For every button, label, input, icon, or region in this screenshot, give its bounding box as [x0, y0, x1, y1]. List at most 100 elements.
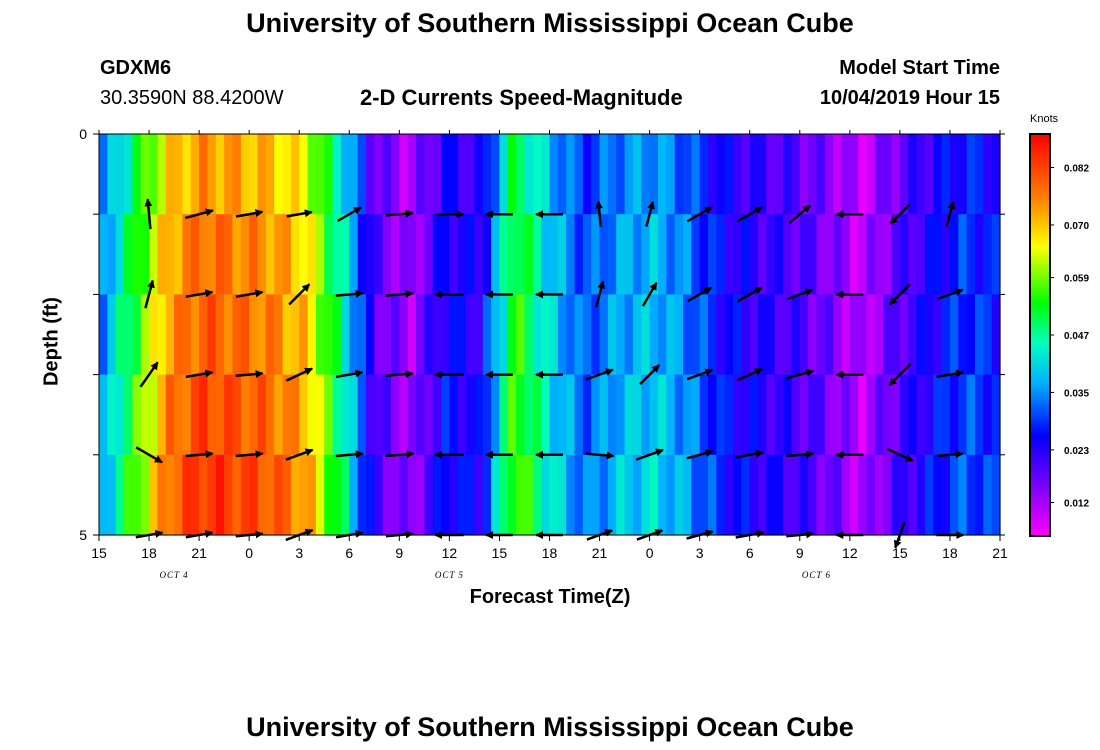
heatmap-cell	[891, 454, 901, 536]
heatmap-cell	[324, 214, 334, 295]
heatmap-cell	[466, 374, 476, 456]
heatmap-cell	[257, 454, 267, 536]
heatmap-cell	[232, 294, 242, 376]
heatmap-cell	[791, 134, 801, 215]
heatmap-cell	[966, 214, 976, 295]
heatmap-cell	[491, 374, 501, 456]
heatmap-cell	[416, 454, 425, 536]
heatmap-cell	[257, 214, 267, 295]
heatmap-cell	[916, 294, 926, 376]
heatmap-cell	[983, 374, 993, 456]
heatmap-cell	[657, 294, 667, 376]
heatmap-cell	[424, 214, 434, 295]
heatmap-cell	[899, 294, 909, 376]
heatmap-cell	[566, 214, 576, 295]
heatmap-cell	[466, 214, 476, 295]
x-tick-label: 12	[442, 545, 458, 561]
heatmap-cell	[749, 454, 759, 536]
heatmap-cell	[799, 134, 809, 215]
heatmap-cell	[224, 134, 234, 215]
heatmap-cell	[457, 374, 467, 456]
heatmap-cell	[416, 134, 425, 215]
heatmap-cell	[357, 454, 367, 536]
heatmap-cell	[641, 454, 651, 536]
heatmap-cell	[299, 214, 309, 295]
heatmap-cell	[157, 374, 167, 456]
heatmap-cell	[399, 374, 409, 456]
current-vector-arrow	[585, 451, 615, 460]
heatmap-cell	[441, 294, 450, 376]
heatmap-cell	[541, 374, 551, 456]
heatmap-cell	[599, 214, 609, 295]
heatmap-cell	[674, 134, 684, 215]
heatmap-cell	[607, 294, 617, 376]
heatmap-cell	[733, 214, 742, 295]
heatmap-cell	[441, 454, 450, 536]
heatmap-cell	[849, 134, 859, 215]
heatmap-cell	[799, 294, 809, 376]
heatmap-cell	[107, 214, 117, 295]
heatmap-cell	[549, 294, 559, 376]
heatmap-cell	[607, 214, 617, 295]
x-tick-label: 9	[796, 545, 804, 561]
heatmap-cell	[207, 374, 217, 456]
colorbar-tick-label: 0.035	[1064, 388, 1089, 399]
heatmap-cell	[257, 374, 267, 456]
heatmap-cell	[874, 134, 884, 215]
heatmap-cell	[841, 374, 851, 456]
heatmap-cell	[682, 214, 692, 295]
heatmap-cell	[457, 294, 467, 376]
heatmap-cell	[157, 134, 167, 215]
heatmap-cell	[958, 374, 968, 456]
heatmap-cell	[616, 374, 626, 456]
heatmap-cell	[174, 294, 184, 376]
heatmap-cell	[958, 134, 968, 215]
heatmap-cell	[632, 134, 642, 215]
heatmap-cell	[399, 214, 409, 295]
heatmap-cell	[257, 294, 267, 376]
heatmap-cell	[983, 454, 993, 536]
heatmap-cell	[808, 134, 818, 215]
heatmap-cell	[816, 214, 826, 295]
heatmap-cell	[916, 454, 926, 536]
heatmap-cell	[983, 214, 993, 295]
current-vector-arrow	[594, 280, 606, 308]
colorbar-tick-label: 0.047	[1064, 331, 1089, 342]
heatmap-cell	[299, 134, 309, 215]
heatmap-cell	[466, 134, 476, 215]
heatmap-cell	[149, 374, 158, 456]
heatmap-cell	[641, 134, 651, 215]
heatmap-cell	[966, 134, 976, 215]
heatmap-cell	[849, 454, 859, 536]
heatmap-cell	[140, 294, 150, 376]
heatmap-cell	[641, 214, 651, 295]
heatmap-cell	[591, 374, 601, 456]
heatmap-cell	[215, 374, 225, 456]
heatmap-cell	[557, 374, 567, 456]
heatmap-cell	[908, 374, 918, 456]
heatmap-cell	[340, 454, 350, 536]
heatmap-cell	[182, 454, 192, 536]
heatmap-cell	[357, 214, 367, 295]
heatmap-cell	[357, 374, 367, 456]
current-vector-arrow	[788, 204, 811, 224]
heatmap-cell	[99, 214, 108, 295]
heatmap-cell	[941, 294, 951, 376]
heatmap-cell	[599, 454, 609, 536]
heatmap-cell	[424, 374, 434, 456]
heatmap-cell	[557, 134, 567, 215]
heatmap-cell	[749, 214, 759, 295]
heatmap-cell	[324, 294, 334, 376]
heatmap-cell	[941, 374, 951, 456]
heatmap-cell	[699, 454, 709, 536]
heatmap-cell	[365, 454, 375, 536]
x-tick-label: 3	[696, 545, 704, 561]
heatmap-cell	[190, 294, 200, 376]
heatmap-cell	[933, 294, 943, 376]
page-title-bottom: University of Southern Mississippi Ocean…	[246, 712, 854, 742]
heatmap-cell	[774, 374, 784, 456]
current-vector-arrow	[185, 450, 214, 459]
heatmap-cell	[132, 134, 142, 215]
heatmap-cell	[482, 214, 492, 295]
heatmap-cell	[340, 294, 350, 376]
